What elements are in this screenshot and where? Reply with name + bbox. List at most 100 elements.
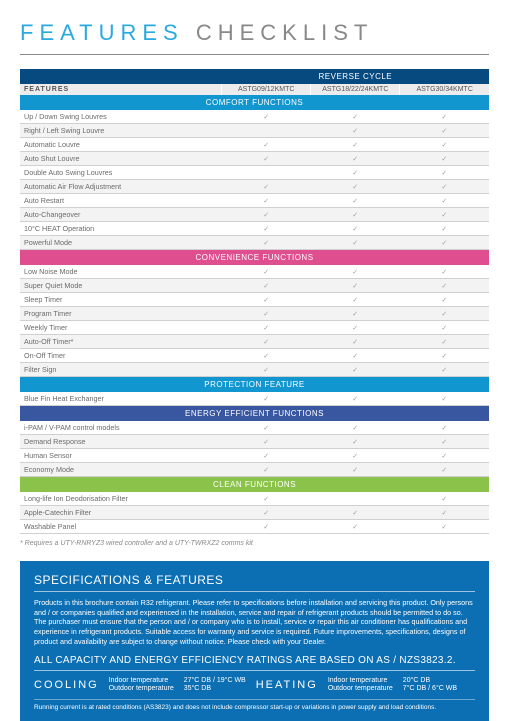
feature-check: ✓ bbox=[222, 279, 311, 293]
feature-check: ✓ bbox=[400, 392, 489, 406]
feature-check: ✓ bbox=[222, 110, 311, 124]
section-label: CONVENIENCE FUNCTIONS bbox=[20, 250, 489, 266]
feature-check: ✓ bbox=[311, 520, 400, 534]
feature-check: ✓ bbox=[400, 321, 489, 335]
table-row: Auto-Off Timer*✓✓✓ bbox=[20, 335, 489, 349]
table-row: Powerful Mode✓✓✓ bbox=[20, 236, 489, 250]
cool-indoor-l: Indoor temperature bbox=[109, 677, 169, 684]
feature-check: ✓ bbox=[311, 180, 400, 194]
section-bar: CLEAN FUNCTIONS bbox=[20, 477, 489, 493]
feature-name: Auto Restart bbox=[20, 194, 222, 208]
feature-name: Demand Response bbox=[20, 435, 222, 449]
feature-name: Auto-Changeover bbox=[20, 208, 222, 222]
feature-name: Right / Left Swing Louvre bbox=[20, 124, 222, 138]
feature-check: ✓ bbox=[311, 166, 400, 180]
title-features: FEATURES bbox=[20, 20, 184, 45]
spec-title: SPECIFICATIONS & FEATURES bbox=[34, 573, 475, 592]
feature-check: ✓ bbox=[311, 307, 400, 321]
feature-check: ✓ bbox=[400, 335, 489, 349]
feature-check: ✓ bbox=[400, 349, 489, 363]
feature-name: Auto-Off Timer* bbox=[20, 335, 222, 349]
feature-check: ✓ bbox=[222, 152, 311, 166]
feature-check: ✓ bbox=[400, 506, 489, 520]
feature-check: ✓ bbox=[311, 208, 400, 222]
feature-name: Program Timer bbox=[20, 307, 222, 321]
feature-check: ✓ bbox=[311, 363, 400, 377]
feature-check: ✓ bbox=[222, 293, 311, 307]
table-row: Auto-Changeover✓✓✓ bbox=[20, 208, 489, 222]
feature-check: ✓ bbox=[400, 293, 489, 307]
spec-sub: ALL CAPACITY AND ENERGY EFFICIENCY RATIN… bbox=[34, 655, 475, 671]
table-row: Auto Shut Louvre✓✓✓ bbox=[20, 152, 489, 166]
feature-check: ✓ bbox=[400, 166, 489, 180]
spec-box: SPECIFICATIONS & FEATURES Products in th… bbox=[20, 561, 489, 721]
reverse-cycle-label: REVERSE CYCLE bbox=[222, 69, 489, 84]
feature-check: ✓ bbox=[311, 138, 400, 152]
feature-check: ✓ bbox=[311, 124, 400, 138]
title-checklist: CHECKLIST bbox=[196, 20, 373, 45]
footnote: * Requires a UTY-RNRYZ3 wired controller… bbox=[20, 540, 489, 547]
feature-check: ✓ bbox=[222, 335, 311, 349]
cooling-block: Indoor temperature Outdoor temperature bbox=[109, 677, 174, 694]
section-bar: ENERGY EFFICIENT FUNCTIONS bbox=[20, 406, 489, 422]
feature-check: ✓ bbox=[400, 180, 489, 194]
table-row: Human Sensor✓✓✓ bbox=[20, 449, 489, 463]
table-row: Weekly Timer✓✓✓ bbox=[20, 321, 489, 335]
heat-indoor-l: Indoor temperature bbox=[328, 677, 388, 684]
feature-check: ✓ bbox=[222, 349, 311, 363]
feature-check: ✓ bbox=[400, 208, 489, 222]
table-row: Super Quiet Mode✓✓✓ bbox=[20, 279, 489, 293]
heating-values: 20°C DB 7°C DB / 6°C WB bbox=[403, 677, 457, 694]
feature-check: ✓ bbox=[400, 363, 489, 377]
table-row: Blue Fin Heat Exchanger✓✓✓ bbox=[20, 392, 489, 406]
feature-name: Auto Shut Louvre bbox=[20, 152, 222, 166]
feature-check: ✓ bbox=[400, 307, 489, 321]
table-row: Up / Down Swing Louvres✓✓✓ bbox=[20, 110, 489, 124]
section-label: CLEAN FUNCTIONS bbox=[20, 477, 489, 493]
feature-name: Powerful Mode bbox=[20, 236, 222, 250]
table-row: Automatic Louvre✓✓✓ bbox=[20, 138, 489, 152]
feature-name: Washable Panel bbox=[20, 520, 222, 534]
feature-check: ✓ bbox=[222, 208, 311, 222]
table-row: Automatic Air Flow Adjustment✓✓✓ bbox=[20, 180, 489, 194]
feature-name: Sleep Timer bbox=[20, 293, 222, 307]
feature-check: ✓ bbox=[222, 435, 311, 449]
section-bar: CONVENIENCE FUNCTIONS bbox=[20, 250, 489, 266]
feature-check: ✓ bbox=[311, 222, 400, 236]
feature-check: ✓ bbox=[311, 349, 400, 363]
feature-check: ✓ bbox=[400, 152, 489, 166]
feature-check: ✓ bbox=[400, 279, 489, 293]
feature-name: Weekly Timer bbox=[20, 321, 222, 335]
table-row: Auto Restart✓✓✓ bbox=[20, 194, 489, 208]
table-row: On-Off Timer✓✓✓ bbox=[20, 349, 489, 363]
section-bar: COMFORT FUNCTIONS bbox=[20, 95, 489, 110]
feature-check: ✓ bbox=[400, 449, 489, 463]
feature-check: ✓ bbox=[222, 307, 311, 321]
heating-label: HEATING bbox=[256, 679, 318, 691]
feature-check: ✓ bbox=[400, 222, 489, 236]
table-row: Low Noise Mode✓✓✓ bbox=[20, 265, 489, 279]
feature-check: ✓ bbox=[311, 463, 400, 477]
feature-check bbox=[311, 492, 400, 506]
reverse-cycle-bar: REVERSE CYCLE bbox=[20, 69, 489, 84]
table-row: Washable Panel✓✓✓ bbox=[20, 520, 489, 534]
feature-check: ✓ bbox=[400, 265, 489, 279]
feature-check: ✓ bbox=[222, 180, 311, 194]
feature-check: ✓ bbox=[311, 421, 400, 435]
feature-check: ✓ bbox=[311, 236, 400, 250]
feature-name: Long-life Ion Deodorisation Filter bbox=[20, 492, 222, 506]
table-row: Right / Left Swing Louvre✓✓ bbox=[20, 124, 489, 138]
feature-check: ✓ bbox=[400, 236, 489, 250]
table-row: Sleep Timer✓✓✓ bbox=[20, 293, 489, 307]
feature-check: ✓ bbox=[400, 110, 489, 124]
feature-check: ✓ bbox=[311, 293, 400, 307]
feature-check: ✓ bbox=[222, 506, 311, 520]
section-label: COMFORT FUNCTIONS bbox=[20, 95, 489, 110]
feature-check: ✓ bbox=[400, 421, 489, 435]
feature-name: Up / Down Swing Louvres bbox=[20, 110, 222, 124]
feature-check: ✓ bbox=[222, 363, 311, 377]
feature-name: i-PAM / V-PAM control models bbox=[20, 421, 222, 435]
feature-check: ✓ bbox=[222, 421, 311, 435]
heat-indoor-v: 20°C DB bbox=[403, 677, 430, 684]
feature-check: ✓ bbox=[311, 435, 400, 449]
